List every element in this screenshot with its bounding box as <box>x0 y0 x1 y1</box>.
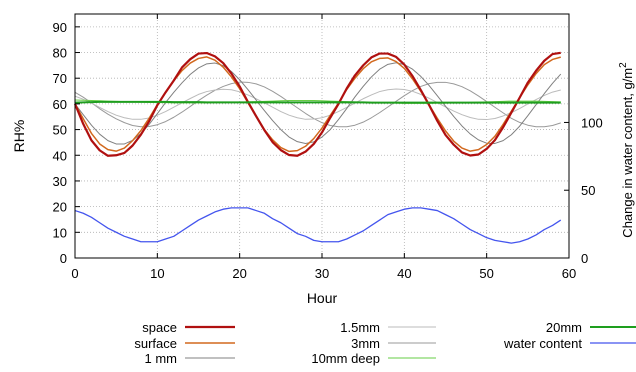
y-tick-label: 10 <box>53 225 67 240</box>
legend-label: 3mm <box>351 336 380 351</box>
y-tick-label: 0 <box>60 251 67 266</box>
x-tick-label: 30 <box>315 266 329 281</box>
series-lines <box>73 51 562 244</box>
legend-label: 10mm deep <box>311 351 380 366</box>
x-tick-label: 40 <box>397 266 411 281</box>
y-tick-label: 40 <box>53 148 67 163</box>
y2-tick-label: 100 <box>581 115 603 130</box>
series-line-space <box>73 51 561 157</box>
right-axis-label: Change in water content, g/m2 <box>618 62 635 238</box>
series-line-water-content <box>74 207 562 244</box>
right-axis-label-sup: 2 <box>618 62 629 68</box>
y-tick-label: 60 <box>53 97 67 112</box>
y-tick-label: 50 <box>53 123 67 138</box>
legend-label: water content <box>503 336 582 351</box>
right-axis-label-text: Change in water content, g/m <box>620 68 635 238</box>
y2-tick-label: 50 <box>581 183 595 198</box>
y2-tick-label: 0 <box>581 251 588 266</box>
legend-label: 20mm <box>546 320 582 335</box>
y-tick-label: 80 <box>53 46 67 61</box>
x-tick-label: 20 <box>232 266 246 281</box>
legend-label: surface <box>134 336 177 351</box>
y-axis-label: RH% <box>11 120 27 153</box>
x-tick-label: 0 <box>71 266 78 281</box>
y-tick-label: 90 <box>53 20 67 35</box>
y-tick-label: 30 <box>53 174 67 189</box>
y-tick-label: 70 <box>53 71 67 86</box>
legend-label: 1 mm <box>145 351 178 366</box>
legend-label: 1.5mm <box>340 320 380 335</box>
x-tick-label: 50 <box>479 266 493 281</box>
series-line-3mm <box>74 81 561 128</box>
x-tick-label: 60 <box>562 266 576 281</box>
x-axis-label: Hour <box>307 290 338 306</box>
series-line-20mm <box>74 100 561 104</box>
legend-label: space <box>142 320 177 335</box>
x-tick-label: 10 <box>150 266 164 281</box>
axis-ticks: 0 10 20 30 40 50 60 0 10 20 30 40 50 60 70 80 90 0 50 100 <box>53 14 603 281</box>
y-tick-label: 20 <box>53 200 67 215</box>
grid-lines <box>75 14 569 258</box>
